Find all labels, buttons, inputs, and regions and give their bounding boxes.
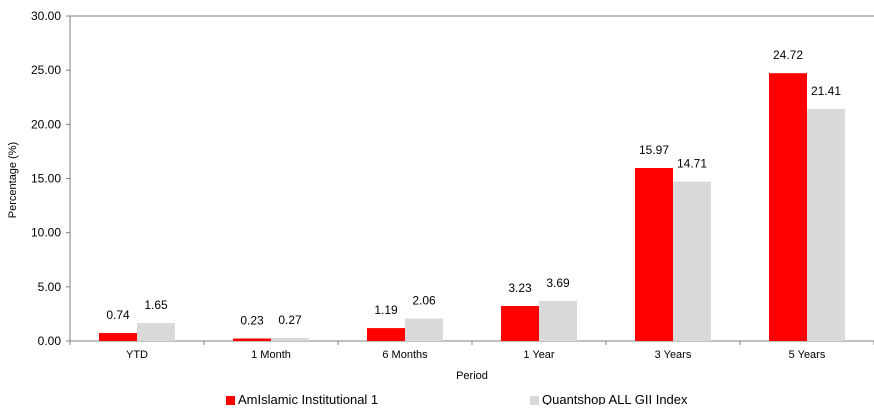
data-label-series-2: 14.71 (677, 157, 707, 171)
tick-labels: 0.00 5.00 10.00 15.00 20.00 25.00 30.00 YTD 1 Mo… (31, 9, 826, 361)
x-axis-title: Period (456, 370, 488, 382)
x-tick-label: YTD (126, 349, 148, 361)
y-tick-label: 0.00 (38, 334, 62, 348)
x-tick-label: 6 Months (382, 349, 428, 361)
data-label-series-1: 0.74 (106, 308, 130, 322)
legend-swatch-series-2 (530, 396, 539, 405)
legend-swatch-series-1 (226, 396, 235, 405)
y-tick-label: 15.00 (31, 172, 61, 186)
y-tick-label: 5.00 (38, 280, 62, 294)
y-tick-label: 25.00 (31, 63, 61, 77)
x-tick-label: 5 Years (789, 349, 826, 361)
x-tick-label: 3 Years (655, 349, 692, 361)
bar-series-2 (539, 301, 577, 341)
bar-series-1 (233, 338, 271, 341)
bar-series-1 (635, 167, 673, 341)
data-label-series-1: 15.97 (639, 143, 669, 157)
bars (99, 73, 845, 341)
data-label-series-1: 3.23 (508, 281, 532, 295)
data-label-series-2: 21.41 (811, 84, 841, 98)
y-tick-label: 30.00 (31, 9, 61, 23)
data-label-series-2: 0.27 (278, 313, 302, 327)
bar-series-2 (807, 109, 845, 341)
bar-series-2 (405, 318, 443, 341)
axes (66, 15, 874, 345)
legend-label-series-2: Quantshop ALL GII Index (542, 392, 688, 405)
legend: AmIslamic Institutional 1 Quantshop ALL … (226, 392, 688, 407)
data-label-series-2: 2.06 (412, 294, 436, 308)
bar-series-2 (673, 181, 711, 341)
bar-series-1 (501, 306, 539, 341)
bar-series-2 (271, 338, 309, 341)
legend-label-series-1: AmIslamic Institutional 1 (238, 392, 378, 405)
bar-series-1 (367, 328, 405, 341)
bar-series-1 (769, 73, 807, 341)
bar-series-2 (137, 323, 175, 341)
data-label-series-2: 1.65 (144, 298, 168, 312)
data-label-series-1: 0.23 (240, 314, 264, 328)
y-tick-label: 10.00 (31, 226, 61, 240)
data-label-series-1: 24.72 (773, 48, 803, 62)
data-labels: 0.74 0.23 1.19 3.23 15.97 24.72 1.65 0.27 2.06 3.… (106, 48, 841, 327)
y-axis-title: Percentage (%) (7, 142, 19, 218)
data-label-series-1: 1.19 (374, 303, 398, 317)
x-tick-label: 1 Year (523, 349, 555, 361)
bar-series-1 (99, 332, 137, 341)
y-tick-label: 20.00 (31, 117, 61, 131)
x-tick-label: 1 Month (251, 349, 291, 361)
data-label-series-2: 3.69 (546, 276, 570, 290)
